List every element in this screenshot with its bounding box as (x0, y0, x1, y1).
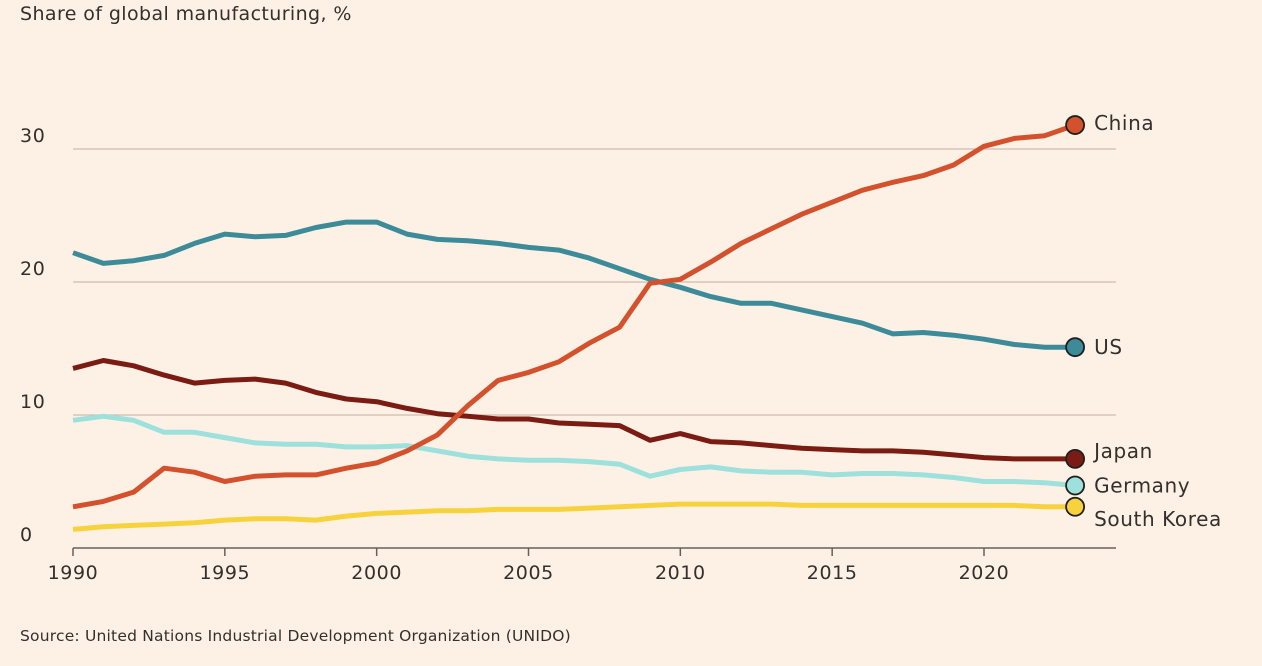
series-line-us (72, 219, 1076, 350)
y-tick-label-20: 20 (20, 258, 45, 280)
series-lines (72, 122, 1076, 532)
x-tick-label-1995: 1995 (199, 562, 250, 584)
series-labels: South Korea Germany Japan US China (1065, 111, 1222, 531)
series-end-marker-japan (1065, 448, 1085, 469)
series-line-japan (72, 358, 1076, 462)
x-tick-label-2020: 2020 (959, 562, 1010, 584)
series-line-south-korea (72, 501, 1076, 532)
y-tick-label-10: 10 (20, 391, 45, 413)
series-end-marker-china (1065, 115, 1085, 135)
x-tick-label-2015: 2015 (807, 562, 858, 584)
series-label-japan: Japan (1092, 439, 1153, 463)
series-line-germany (72, 413, 1076, 488)
y-tick-label-30: 30 (20, 125, 45, 147)
x-tick-label-2010: 2010 (655, 562, 706, 584)
series-line-china (72, 122, 1076, 510)
series-end-marker-us (1065, 337, 1085, 358)
x-axis: 1990 1995 2000 2005 2010 2015 2020 (48, 547, 1116, 584)
x-tick-label-2000: 2000 (351, 562, 402, 584)
series-label-china: China (1094, 111, 1154, 135)
series-end-marker-south-korea (1065, 496, 1085, 517)
x-tick-label-2005: 2005 (503, 562, 554, 584)
chart-subtitle: Share of global manufacturing, % (20, 3, 352, 25)
series-label-germany: Germany (1094, 473, 1190, 497)
series-end-marker-germany (1065, 475, 1085, 496)
gridlines: 0 10 20 30 (20, 125, 1116, 546)
x-tick-label-1990: 1990 (48, 562, 99, 584)
y-tick-label-0: 0 (20, 524, 33, 546)
chart-source: Source: United Nations Industrial Develo… (20, 627, 571, 645)
series-label-us: US (1094, 335, 1123, 359)
series-label-south-korea: South Korea (1094, 507, 1222, 531)
